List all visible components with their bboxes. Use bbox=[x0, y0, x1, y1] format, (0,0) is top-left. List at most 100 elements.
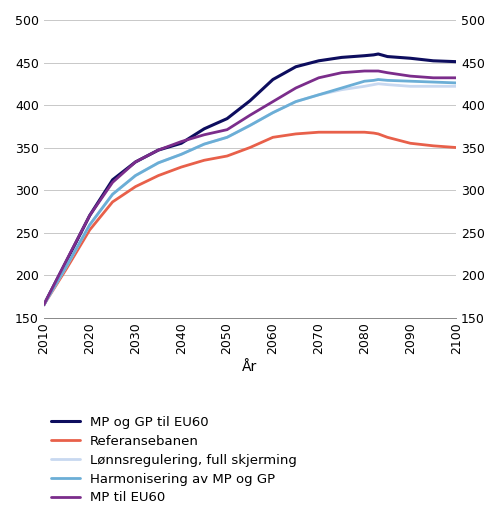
Harmonisering av MP og GP bbox=[64, 263, 70, 269]
MP og GP til EU60 bbox=[362, 53, 368, 59]
Lønnsregulering, full skjerming bbox=[132, 173, 138, 179]
Lønnsregulering, full skjerming bbox=[453, 83, 459, 90]
MP til EU60 bbox=[178, 139, 184, 145]
Lønnsregulering, full skjerming bbox=[370, 81, 376, 88]
MP og GP til EU60 bbox=[41, 302, 47, 308]
MP og GP til EU60 bbox=[384, 54, 390, 60]
MP til EU60 bbox=[408, 73, 414, 79]
Harmonisering av MP og GP bbox=[362, 78, 368, 84]
MP til EU60 bbox=[247, 112, 253, 118]
MP til EU60 bbox=[316, 75, 322, 81]
Harmonisering av MP og GP bbox=[376, 76, 382, 82]
Referansebanen bbox=[408, 140, 414, 146]
Lønnsregulering, full skjerming bbox=[64, 263, 70, 269]
Line: Lønnsregulering, full skjerming: Lønnsregulering, full skjerming bbox=[44, 84, 456, 305]
Harmonisering av MP og GP bbox=[338, 85, 344, 91]
MP til EU60 bbox=[224, 127, 230, 133]
MP til EU60 bbox=[362, 68, 368, 74]
Harmonisering av MP og GP bbox=[430, 79, 436, 85]
MP og GP til EU60 bbox=[132, 159, 138, 165]
Lønnsregulering, full skjerming bbox=[338, 87, 344, 93]
MP og GP til EU60 bbox=[110, 177, 116, 183]
MP og GP til EU60 bbox=[201, 126, 207, 132]
Lønnsregulering, full skjerming bbox=[376, 81, 382, 87]
Referansebanen bbox=[270, 134, 276, 141]
X-axis label: År: År bbox=[242, 360, 258, 374]
MP og GP til EU60 bbox=[316, 58, 322, 64]
MP til EU60 bbox=[430, 75, 436, 81]
Harmonisering av MP og GP bbox=[41, 302, 47, 308]
MP til EU60 bbox=[110, 179, 116, 185]
Referansebanen bbox=[132, 183, 138, 190]
Harmonisering av MP og GP bbox=[316, 92, 322, 98]
Referansebanen bbox=[201, 157, 207, 163]
Referansebanen bbox=[376, 131, 382, 137]
Referansebanen bbox=[86, 227, 92, 233]
MP til EU60 bbox=[132, 159, 138, 165]
Harmonisering av MP og GP bbox=[293, 98, 299, 105]
MP til EU60 bbox=[201, 132, 207, 138]
Harmonisering av MP og GP bbox=[384, 77, 390, 83]
MP og GP til EU60 bbox=[247, 98, 253, 104]
MP og GP til EU60 bbox=[64, 258, 70, 264]
MP til EU60 bbox=[453, 75, 459, 81]
Referansebanen bbox=[316, 129, 322, 135]
MP og GP til EU60 bbox=[86, 212, 92, 218]
MP til EU60 bbox=[293, 85, 299, 91]
MP og GP til EU60 bbox=[370, 52, 376, 58]
MP og GP til EU60 bbox=[408, 55, 414, 61]
Referansebanen bbox=[41, 302, 47, 308]
Harmonisering av MP og GP bbox=[453, 80, 459, 86]
Referansebanen bbox=[293, 131, 299, 137]
Line: Referansebanen: Referansebanen bbox=[44, 132, 456, 305]
Lønnsregulering, full skjerming bbox=[362, 83, 368, 90]
Lønnsregulering, full skjerming bbox=[247, 123, 253, 129]
MP til EU60 bbox=[338, 70, 344, 76]
Harmonisering av MP og GP bbox=[408, 78, 414, 84]
Harmonisering av MP og GP bbox=[110, 191, 116, 197]
Lønnsregulering, full skjerming bbox=[178, 151, 184, 158]
Referansebanen bbox=[224, 153, 230, 159]
Lønnsregulering, full skjerming bbox=[430, 83, 436, 90]
Referansebanen bbox=[384, 134, 390, 141]
Referansebanen bbox=[362, 129, 368, 135]
Referansebanen bbox=[430, 143, 436, 149]
MP og GP til EU60 bbox=[453, 59, 459, 65]
Harmonisering av MP og GP bbox=[156, 160, 162, 166]
Line: Harmonisering av MP og GP: Harmonisering av MP og GP bbox=[44, 79, 456, 305]
Referansebanen bbox=[370, 130, 376, 136]
Lønnsregulering, full skjerming bbox=[408, 83, 414, 90]
MP til EU60 bbox=[370, 68, 376, 74]
Harmonisering av MP og GP bbox=[178, 151, 184, 158]
Harmonisering av MP og GP bbox=[201, 141, 207, 147]
MP og GP til EU60 bbox=[270, 76, 276, 82]
Referansebanen bbox=[156, 173, 162, 179]
MP og GP til EU60 bbox=[224, 115, 230, 122]
MP til EU60 bbox=[376, 68, 382, 74]
Lønnsregulering, full skjerming bbox=[86, 222, 92, 228]
Lønnsregulering, full skjerming bbox=[156, 160, 162, 166]
Referansebanen bbox=[338, 129, 344, 135]
MP og GP til EU60 bbox=[178, 140, 184, 146]
Line: MP og GP til EU60: MP og GP til EU60 bbox=[44, 54, 456, 305]
Referansebanen bbox=[64, 265, 70, 271]
MP og GP til EU60 bbox=[338, 54, 344, 60]
MP og GP til EU60 bbox=[430, 58, 436, 64]
Referansebanen bbox=[247, 144, 253, 150]
Harmonisering av MP og GP bbox=[86, 222, 92, 228]
Lønnsregulering, full skjerming bbox=[201, 141, 207, 147]
Referansebanen bbox=[178, 164, 184, 170]
Lønnsregulering, full skjerming bbox=[224, 134, 230, 141]
MP til EU60 bbox=[86, 212, 92, 218]
Referansebanen bbox=[110, 199, 116, 205]
Harmonisering av MP og GP bbox=[270, 110, 276, 116]
Lønnsregulering, full skjerming bbox=[41, 302, 47, 308]
Harmonisering av MP og GP bbox=[370, 77, 376, 83]
Lønnsregulering, full skjerming bbox=[316, 92, 322, 98]
Referansebanen bbox=[453, 144, 459, 150]
MP til EU60 bbox=[41, 302, 47, 308]
MP og GP til EU60 bbox=[156, 147, 162, 153]
MP og GP til EU60 bbox=[293, 64, 299, 70]
Harmonisering av MP og GP bbox=[247, 123, 253, 129]
Lønnsregulering, full skjerming bbox=[110, 191, 116, 197]
